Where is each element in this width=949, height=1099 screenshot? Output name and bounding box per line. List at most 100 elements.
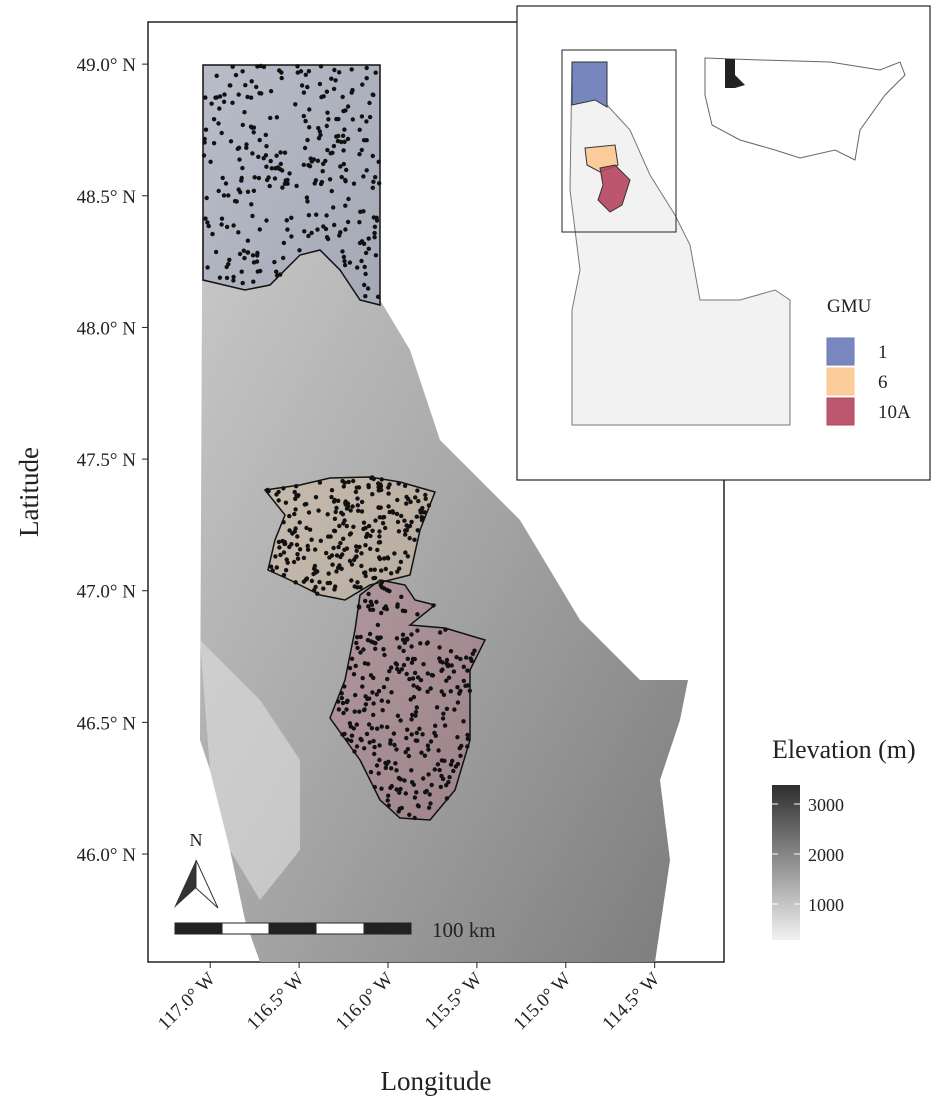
sample-point: [253, 175, 257, 179]
sample-point: [237, 146, 241, 150]
sample-point: [449, 649, 453, 653]
y-tick-label: 47.5° N: [77, 450, 137, 471]
sample-point: [348, 721, 352, 725]
sample-point: [312, 588, 316, 592]
sample-point: [269, 89, 273, 93]
sample-point: [305, 138, 309, 142]
sample-point: [415, 739, 419, 743]
sample-point: [386, 798, 390, 802]
sample-point: [436, 748, 440, 752]
sample-point: [423, 754, 427, 758]
sample-point: [355, 646, 359, 650]
sample-point: [330, 488, 334, 492]
sample-point: [374, 216, 378, 220]
sample-point: [334, 510, 338, 514]
sample-point: [326, 237, 330, 241]
sample-point: [387, 482, 391, 486]
sample-point: [350, 562, 354, 566]
y-tick-label: 46.5° N: [77, 713, 137, 734]
sample-point: [345, 546, 349, 550]
sample-point: [281, 256, 285, 260]
sample-point: [423, 510, 427, 514]
sample-point: [303, 146, 307, 150]
sample-point: [389, 571, 393, 575]
sample-point: [355, 722, 359, 726]
scale-bar: [175, 923, 411, 934]
sample-point: [285, 218, 289, 222]
sample-point: [452, 669, 456, 673]
sample-point: [444, 783, 448, 787]
sample-point: [415, 628, 419, 632]
sample-point: [367, 722, 371, 726]
sample-point: [424, 497, 428, 501]
sample-point: [366, 638, 370, 642]
sample-point: [336, 699, 340, 703]
sample-point: [465, 744, 469, 748]
sample-point: [371, 701, 375, 705]
sample-point: [360, 500, 364, 504]
sample-point: [343, 263, 347, 267]
sample-point: [363, 272, 367, 276]
sample-point: [341, 95, 345, 99]
sample-point: [360, 82, 364, 86]
sample-point: [355, 486, 359, 490]
sample-point: [421, 516, 425, 520]
sample-point: [399, 595, 403, 599]
sample-point: [331, 205, 335, 209]
sample-point: [372, 477, 376, 481]
sample-point: [371, 739, 375, 743]
sample-point: [401, 609, 405, 613]
sample-point: [375, 548, 379, 552]
sample-point: [406, 657, 410, 661]
sample-point: [425, 690, 429, 694]
sample-point: [419, 510, 423, 514]
sample-point: [431, 673, 435, 677]
sample-point: [212, 117, 216, 121]
sample-point: [289, 234, 293, 238]
sample-point: [203, 216, 207, 220]
sample-point: [343, 227, 347, 231]
sample-point: [221, 176, 225, 180]
sample-point: [375, 763, 379, 767]
sample-point: [333, 517, 337, 521]
legend-key: [827, 398, 854, 425]
sample-point: [409, 768, 413, 772]
sample-point: [292, 512, 296, 516]
sample-point: [380, 585, 384, 589]
sample-point: [404, 495, 408, 499]
sample-point: [414, 710, 418, 714]
sample-point: [365, 76, 369, 80]
sample-point: [427, 806, 431, 810]
sample-point: [413, 795, 417, 799]
sample-point: [316, 159, 320, 163]
sample-point: [234, 73, 238, 77]
sample-point: [416, 499, 420, 503]
sample-point: [437, 656, 441, 660]
sample-point: [380, 477, 384, 481]
sample-point: [421, 662, 425, 666]
sample-point: [270, 166, 274, 170]
sample-point: [296, 557, 300, 561]
sample-point: [305, 85, 309, 89]
sample-point: [238, 190, 242, 194]
sample-point: [305, 195, 309, 199]
x-axis-title: Longitude: [381, 1066, 492, 1096]
sample-point: [369, 673, 373, 677]
sample-point: [342, 255, 346, 259]
sample-point: [231, 278, 235, 282]
sample-point: [350, 504, 354, 508]
sample-point: [391, 510, 395, 514]
sample-point: [377, 771, 381, 775]
sample-point: [394, 787, 398, 791]
sample-point: [295, 543, 299, 547]
sample-point: [400, 806, 404, 810]
sample-point: [352, 726, 356, 730]
sample-point: [374, 253, 378, 257]
sample-point: [411, 683, 415, 687]
sample-point: [259, 64, 263, 68]
sample-point: [379, 611, 383, 615]
sample-point: [451, 769, 455, 773]
sample-point: [432, 731, 436, 735]
sample-point: [360, 148, 364, 152]
sample-point: [353, 555, 357, 559]
